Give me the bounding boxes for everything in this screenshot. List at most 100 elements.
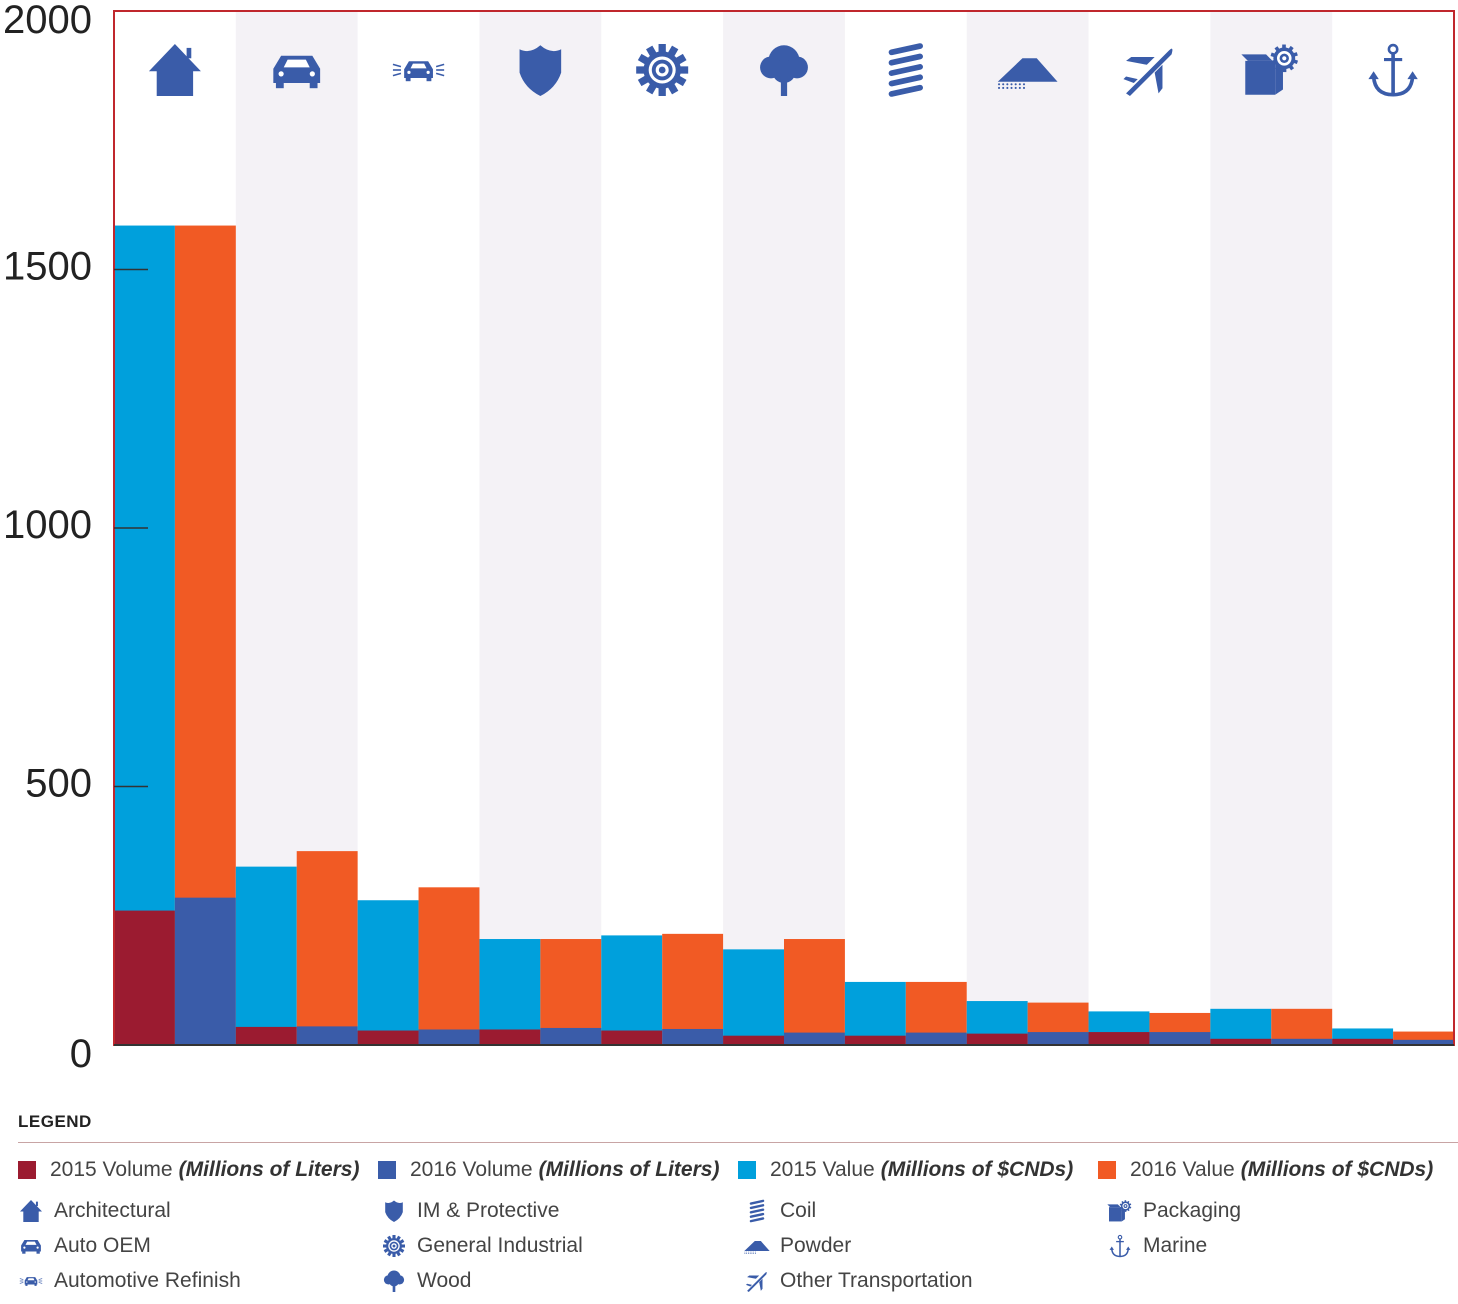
bar-2015-volume-0	[114, 910, 175, 1045]
legend-swatch	[1098, 1161, 1116, 1179]
refinish-car-icon	[392, 61, 445, 82]
legend-category-7: Powder	[744, 1228, 1107, 1263]
bar-2015-volume-9	[1210, 1038, 1272, 1045]
category-legend: Architectural IM & Protective Coil Packagin…	[18, 1193, 1458, 1298]
legend-series-unit: (Millions of $CNDs)	[880, 1158, 1074, 1181]
bar-2015-value-4	[601, 935, 663, 1045]
legend-category-3: IM & Protective	[381, 1193, 744, 1228]
packaging-icon	[1241, 44, 1299, 95]
category-stripe	[479, 11, 602, 1045]
legend-series-unit: (Millions of $CNDs)	[1240, 1158, 1434, 1181]
legend-category-2: Automotive Refinish	[18, 1263, 381, 1298]
bar-2015-value-0	[114, 225, 175, 1045]
anchor-icon	[1368, 43, 1418, 97]
ytick-label-1500: 1500	[3, 245, 92, 289]
powder-icon	[744, 1240, 770, 1254]
legend-series-unit: (Millions of Liters)	[538, 1158, 720, 1181]
coil-icon	[888, 43, 923, 97]
legend-category-label: Wood	[417, 1268, 472, 1292]
ytick-label-1000: 1000	[3, 503, 92, 547]
legend-category-0: Architectural	[18, 1193, 381, 1228]
refinish-car-icon	[19, 1276, 43, 1286]
bar-2016-volume-7	[1027, 1032, 1089, 1045]
bar-2016-volume-4	[662, 1028, 724, 1045]
legend-category-6: Coil	[744, 1193, 1107, 1228]
airplane-icon	[746, 1271, 767, 1292]
legend-swatch	[378, 1161, 396, 1179]
bar-2016-value-3	[540, 939, 602, 1045]
ytick-label-500: 500	[25, 762, 92, 806]
bar-2015-volume-5	[723, 1035, 784, 1045]
bar-2015-volume-4	[601, 1030, 663, 1045]
bar-2016-volume-1	[296, 1026, 358, 1045]
legend-series-name: 2016 Value	[1130, 1158, 1235, 1181]
packaging-icon	[1107, 1199, 1132, 1221]
legend-series-name: 2015 Volume	[50, 1158, 173, 1181]
bar-2016-volume-5	[784, 1032, 845, 1045]
legend-series-unit: (Millions of Liters)	[178, 1158, 360, 1181]
coil-icon	[749, 1199, 765, 1222]
airplane-icon	[1123, 48, 1173, 96]
gear-icon	[636, 44, 689, 96]
category-stripe	[1210, 11, 1333, 1045]
bar-2015-volume-2	[357, 1030, 419, 1045]
car-icon	[21, 1239, 41, 1254]
bar-2015-volume-7	[966, 1033, 1028, 1045]
series-legend: 2015 Volume (Millions of Liters) 2016 Volu…	[18, 1155, 1458, 1185]
chart-area: 0 500 1000 1500 2000	[3, 0, 1455, 1076]
bar-2015-volume-10	[1332, 1038, 1394, 1045]
legend-series-1: 2016 Volume (Millions of Liters)	[378, 1158, 738, 1182]
bar-2015-volume-3	[479, 1029, 541, 1045]
legend-category-label: General Industrial	[417, 1233, 583, 1257]
legend-category-label: Coil	[780, 1198, 817, 1222]
bar-2015-value-6	[844, 981, 906, 1045]
legend-category-label: Other Transportation	[780, 1268, 973, 1292]
category-stripe	[723, 11, 845, 1045]
legend: LEGEND 2015 Volume (Millions of Liters) 20…	[18, 1112, 1458, 1298]
gear-icon	[383, 1234, 405, 1257]
bar-2015-value-3	[479, 939, 541, 1045]
bar-2016-value-2	[418, 887, 480, 1045]
legend-series-name: 2016 Volume	[410, 1158, 533, 1181]
car-icon	[273, 55, 321, 89]
bar-2016-volume-2	[418, 1029, 480, 1045]
bar-2015-volume-8	[1088, 1032, 1150, 1045]
bar-2016-volume-8	[1149, 1032, 1211, 1045]
ytick-label-2000: 2000	[3, 0, 92, 42]
legend-series-name: 2015 Value	[770, 1158, 875, 1181]
bar-2016-volume-3	[540, 1027, 602, 1045]
legend-category-label: Auto OEM	[54, 1233, 151, 1257]
shield-icon	[519, 45, 562, 96]
legend-empty-cell	[1107, 1263, 1458, 1298]
powder-icon	[997, 58, 1058, 89]
anchor-icon	[1109, 1234, 1131, 1257]
legend-category-label: Powder	[780, 1233, 852, 1257]
bar-2016-volume-9	[1271, 1038, 1333, 1045]
legend-series-0: 2015 Volume (Millions of Liters)	[18, 1158, 378, 1182]
legend-category-9: Packaging	[1107, 1193, 1458, 1228]
bar-2015-value-5	[723, 949, 784, 1045]
bar-2016-value-4	[662, 933, 724, 1045]
legend-category-label: Automotive Refinish	[54, 1268, 241, 1292]
house-icon	[148, 44, 201, 96]
bar-2016-volume-0	[174, 897, 236, 1045]
category-stripe	[966, 11, 1089, 1045]
bar-2016-volume-6	[905, 1032, 967, 1045]
legend-swatch	[18, 1161, 36, 1179]
legend-category-label: IM & Protective	[417, 1198, 560, 1222]
legend-category-1: Auto OEM	[18, 1228, 381, 1263]
tree-icon	[760, 45, 808, 96]
bar-2016-value-5	[784, 939, 845, 1045]
legend-category-label: Architectural	[54, 1198, 171, 1222]
bar-2015-volume-1	[235, 1026, 297, 1045]
legend-category-label: Marine	[1143, 1233, 1208, 1257]
tree-icon	[383, 1270, 405, 1292]
legend-divider	[18, 1142, 1458, 1143]
bar-2015-value-2	[357, 900, 419, 1045]
shield-icon	[385, 1200, 403, 1222]
legend-title: LEGEND	[18, 1112, 92, 1131]
legend-series-2: 2015 Value (Millions of $CNDs)	[738, 1158, 1098, 1182]
legend-category-5: Wood	[381, 1263, 744, 1298]
ytick-label-0: 0	[70, 1032, 92, 1076]
house-icon	[20, 1199, 42, 1222]
